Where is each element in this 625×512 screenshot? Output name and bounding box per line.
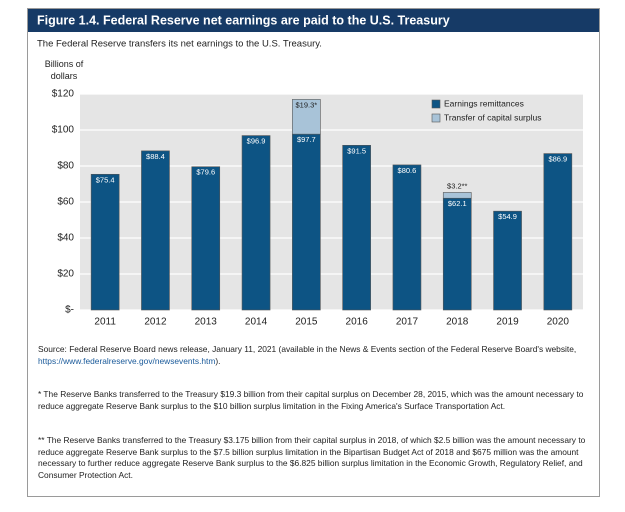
y-tick-label: $120 — [52, 89, 75, 100]
legend-swatch — [431, 99, 441, 109]
bar — [90, 173, 120, 311]
x-tick-label: 2020 — [547, 317, 570, 328]
figure-border — [27, 8, 600, 497]
data-label: $19.3* — [296, 100, 318, 109]
footnote: ** The Reserve Banks transferred to the … — [38, 435, 586, 480]
bar — [442, 192, 472, 199]
y-tick-label: $100 — [52, 125, 75, 136]
legend-label: Earnings remittances — [444, 98, 524, 108]
legend-label: Transfer of capital surplus — [444, 112, 541, 122]
x-tick-label: 2015 — [295, 317, 318, 328]
bar — [191, 166, 221, 311]
x-tick-label: 2016 — [346, 317, 369, 328]
footnote: * The Reserve Banks transferred to the T… — [38, 389, 584, 411]
data-label: $75.4 — [96, 175, 115, 184]
legend-swatch — [431, 113, 441, 123]
bar — [442, 197, 472, 311]
x-tick-label: 2019 — [496, 317, 519, 328]
y-axis-label: Billions of dollars — [44, 59, 84, 81]
data-label: $79.6 — [196, 168, 215, 177]
bar — [292, 99, 321, 135]
bar — [292, 133, 321, 311]
data-label: $88.4 — [146, 152, 165, 161]
bar — [543, 153, 573, 311]
source: Source: Federal Reserve Board news relea… — [38, 344, 586, 367]
x-tick-label: 2018 — [446, 317, 469, 328]
data-label: $96.9 — [247, 137, 266, 146]
data-label: $62.1 — [448, 199, 467, 208]
y-tick-label: $20 — [57, 269, 74, 280]
chart-title: Figure 1.4. Federal Reserve net earnings… — [37, 13, 450, 27]
bar — [141, 150, 170, 311]
y-tick-label: $- — [65, 305, 74, 316]
data-label: $54.9 — [498, 212, 517, 221]
bar — [493, 210, 522, 311]
x-tick-label: 2011 — [94, 317, 116, 328]
bar — [241, 135, 271, 311]
y-tick-label: $80 — [57, 161, 74, 172]
data-label: $80.6 — [398, 166, 417, 175]
bar — [342, 145, 371, 311]
source-link[interactable]: https://www.federalreserve.gov/newsevent… — [38, 355, 216, 366]
data-label: $97.7 — [297, 135, 316, 144]
bar — [392, 164, 422, 311]
x-tick-label: 2013 — [195, 317, 218, 328]
header-bar — [28, 9, 599, 32]
x-tick-label: 2017 — [396, 317, 419, 328]
source-text: Source: Federal Reserve Board news relea… — [38, 344, 577, 354]
x-tick-label: 2014 — [245, 317, 268, 328]
y-tick-label: $60 — [57, 197, 74, 208]
data-label: $91.5 — [347, 146, 366, 155]
chart-subtitle: The Federal Reserve transfers its net ea… — [37, 39, 322, 50]
source-text: ). — [215, 355, 221, 366]
y-tick-label: $40 — [57, 233, 74, 244]
x-tick-label: 2012 — [144, 317, 167, 328]
data-label: $3.2** — [447, 181, 468, 190]
data-label: $86.9 — [548, 155, 567, 164]
